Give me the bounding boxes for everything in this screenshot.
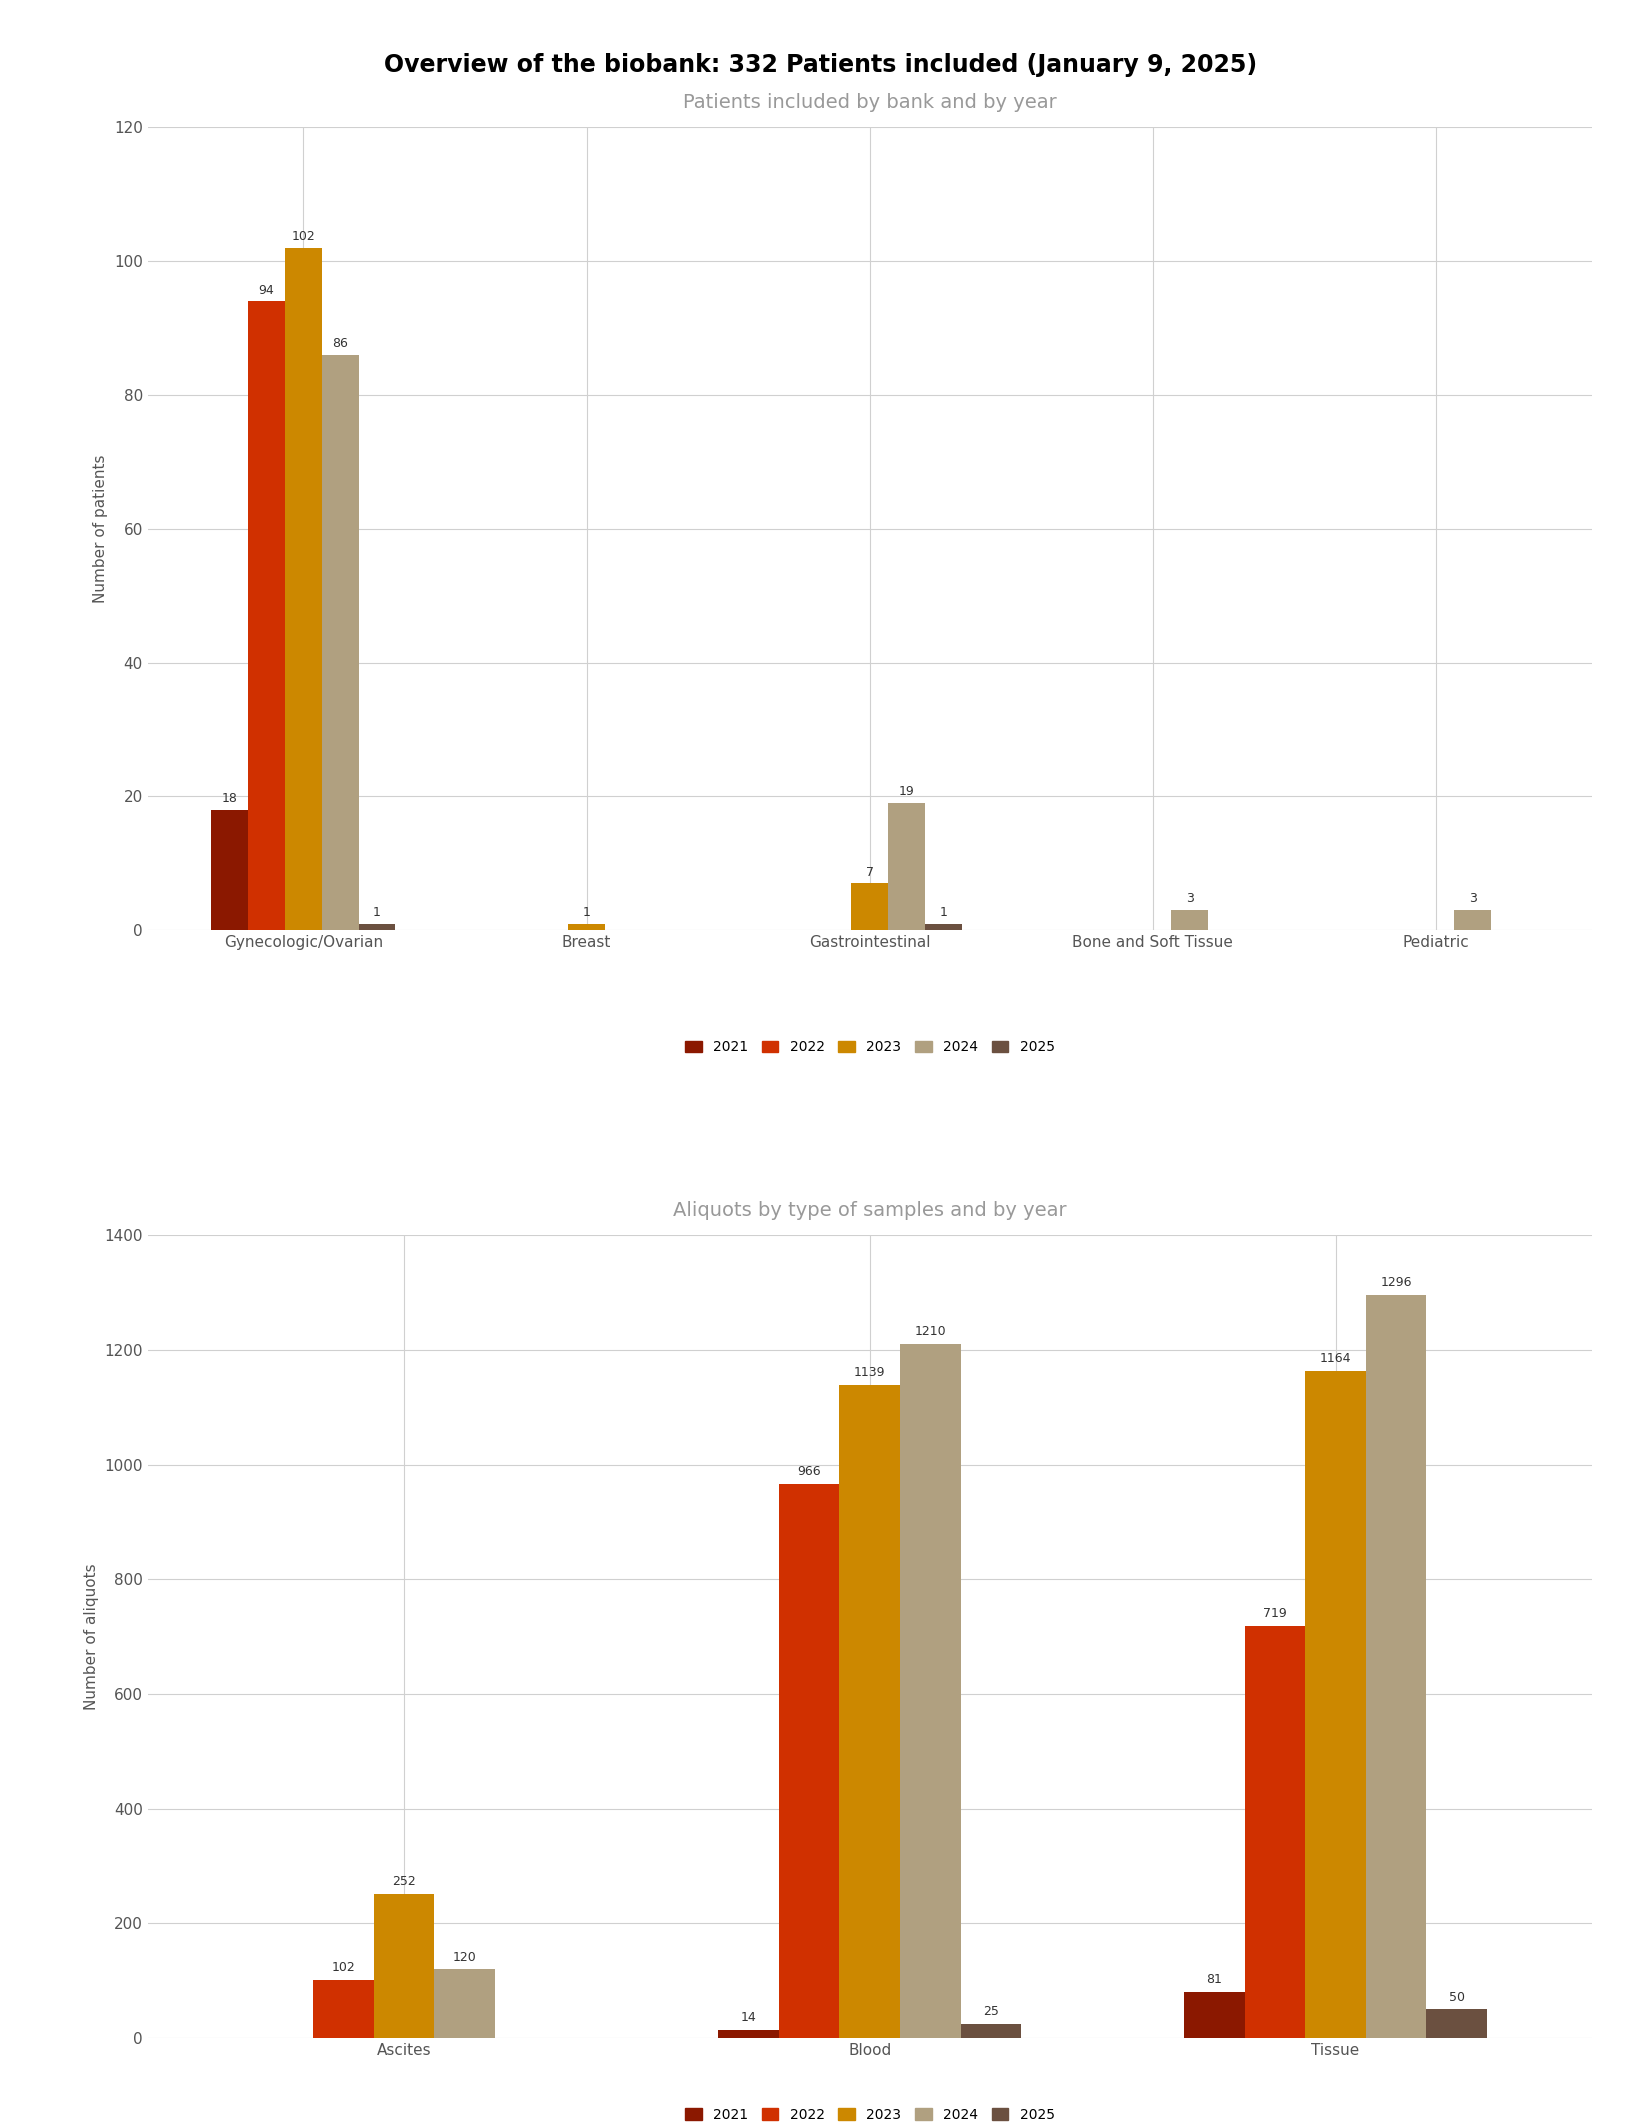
Y-axis label: Number of aliquots: Number of aliquots xyxy=(84,1563,98,1709)
Text: 25: 25 xyxy=(983,2004,999,2019)
Bar xyxy=(719,2030,779,2038)
Bar xyxy=(322,355,359,930)
Bar xyxy=(313,1979,374,2038)
Bar xyxy=(1365,1295,1426,2038)
Text: 94: 94 xyxy=(259,284,274,297)
Bar xyxy=(374,1894,435,2038)
Text: 19: 19 xyxy=(899,786,914,798)
Bar xyxy=(1246,1626,1305,2038)
Legend: 2021, 2022, 2023, 2024, 2025: 2021, 2022, 2023, 2024, 2025 xyxy=(679,2102,1060,2123)
Title: Patients included by bank and by year: Patients included by bank and by year xyxy=(683,93,1057,113)
Text: 966: 966 xyxy=(798,1465,820,1478)
Bar xyxy=(568,924,606,930)
Bar xyxy=(899,1344,960,2038)
Text: 719: 719 xyxy=(1264,1607,1287,1620)
Bar xyxy=(248,301,286,930)
Text: 252: 252 xyxy=(392,1875,415,1887)
Bar xyxy=(1172,911,1208,930)
Text: 18: 18 xyxy=(222,792,238,805)
Y-axis label: Number of patients: Number of patients xyxy=(94,454,108,603)
Bar xyxy=(212,809,248,930)
Text: 3: 3 xyxy=(1186,892,1193,904)
Text: 1: 1 xyxy=(583,907,591,919)
Bar xyxy=(852,883,888,930)
Text: 1: 1 xyxy=(939,907,947,919)
Text: 1210: 1210 xyxy=(914,1325,947,1337)
Bar xyxy=(1454,911,1492,930)
Text: 86: 86 xyxy=(331,338,348,350)
Title: Aliquots by type of samples and by year: Aliquots by type of samples and by year xyxy=(673,1202,1067,1221)
Bar xyxy=(1426,2008,1487,2038)
Text: 7: 7 xyxy=(866,866,873,879)
Bar xyxy=(960,2023,1021,2038)
Text: 50: 50 xyxy=(1449,1991,1465,2004)
Text: 102: 102 xyxy=(292,229,315,244)
Bar xyxy=(286,248,322,930)
Text: 81: 81 xyxy=(1206,1972,1223,1985)
Legend: 2021, 2022, 2023, 2024, 2025: 2021, 2022, 2023, 2024, 2025 xyxy=(679,1034,1060,1059)
Bar xyxy=(926,924,962,930)
Bar xyxy=(359,924,395,930)
Bar xyxy=(840,1384,899,2038)
Bar xyxy=(888,802,926,930)
Bar xyxy=(1185,1991,1246,2038)
Text: Overview of the biobank: 332 Patients included (January 9, 2025): Overview of the biobank: 332 Patients in… xyxy=(384,53,1257,76)
Text: 102: 102 xyxy=(331,1962,354,1974)
Text: 1139: 1139 xyxy=(853,1367,886,1380)
Bar xyxy=(435,1970,494,2038)
Text: 3: 3 xyxy=(1469,892,1477,904)
Text: 1: 1 xyxy=(373,907,381,919)
Text: 1164: 1164 xyxy=(1319,1352,1351,1365)
Text: 14: 14 xyxy=(740,2010,757,2025)
Bar xyxy=(1305,1371,1365,2038)
Bar xyxy=(779,1484,840,2038)
Text: 1296: 1296 xyxy=(1380,1276,1411,1289)
Text: 120: 120 xyxy=(453,1951,476,1964)
